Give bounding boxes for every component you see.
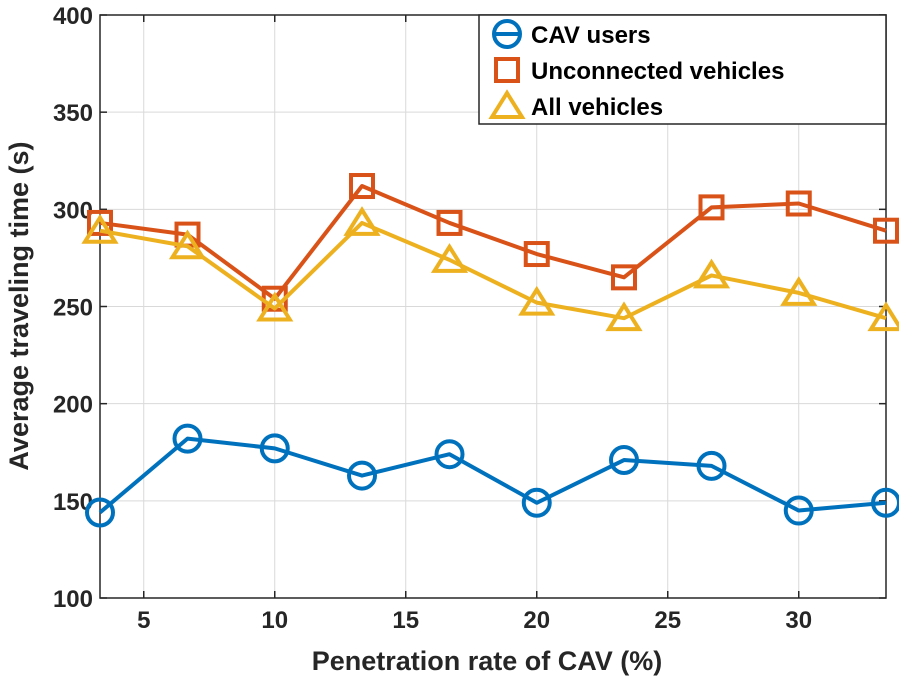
legend-marker-unconnected-vehicles [494, 57, 520, 83]
legend-label-unconnected-vehicles: Unconnected vehicles [531, 58, 784, 85]
data-point-cav-users [783, 495, 814, 526]
data-point-all-vehicles [605, 301, 643, 332]
data-point-all-vehicles [518, 285, 556, 316]
legend-marker-all-vehicles [488, 89, 526, 119]
data-point-unconnected-vehicles [785, 190, 812, 217]
data-point-cav-users [609, 445, 639, 476]
data-point-unconnected-vehicles [87, 209, 113, 236]
data-point-all-vehicles [430, 243, 469, 273]
x-tick-label: 10 [261, 607, 288, 634]
y-tick-label: 250 [53, 295, 93, 322]
legend-label-all-vehicles: All vehicles [531, 94, 663, 121]
series-layer [81, 173, 899, 528]
data-point-cav-users [521, 487, 552, 518]
data-point-all-vehicles [867, 301, 899, 332]
x-axis-label: Penetration rate of CAV (%) [312, 646, 663, 676]
data-point-unconnected-vehicles [349, 173, 375, 200]
data-point-unconnected-vehicles [698, 194, 725, 221]
data-point-all-vehicles [256, 291, 294, 322]
x-axis-ticks: 5 10 15 20 25 30 [137, 15, 812, 634]
legend-item-cav-users: CAV users [492, 19, 651, 49]
x-tick-label: 20 [523, 607, 550, 634]
y-tick-label: 400 [53, 3, 93, 30]
series-cav-users [85, 423, 899, 528]
data-point-all-vehicles [343, 206, 381, 236]
legend-label-cav-users: CAV users [531, 22, 651, 49]
data-point-all-vehicles [168, 229, 207, 260]
data-point-all-vehicles [81, 213, 119, 244]
data-point-cav-users [347, 460, 377, 491]
y-tick-label: 300 [53, 197, 93, 224]
y-axis-label: Average traveling time (s) [4, 141, 34, 470]
series-line-unconnected-vehicles [99, 184, 887, 301]
legend-item-unconnected-vehicles: Unconnected vehicles [494, 57, 784, 85]
data-point-unconnected-vehicles [873, 217, 899, 244]
series-all-vehicles [81, 206, 899, 332]
x-tick-label: 5 [137, 607, 150, 634]
y-tick-label: 200 [53, 392, 93, 419]
data-point-all-vehicles [780, 276, 818, 306]
y-tick-label: 100 [53, 586, 93, 613]
data-point-cav-users [434, 439, 465, 470]
data-point-all-vehicles [692, 258, 731, 289]
series-line-cav-users [98, 436, 887, 515]
legend-item-all-vehicles: All vehicles [488, 89, 663, 121]
legend: CAV users Unconnected vehicles All vehicle… [478, 14, 887, 125]
x-tick-label: 25 [654, 607, 681, 634]
data-point-cav-users [85, 497, 115, 528]
x-tick-label: 30 [785, 607, 812, 634]
series-line-all-vehicles [99, 220, 887, 321]
data-point-unconnected-vehicles [611, 264, 637, 291]
data-point-cav-users [172, 423, 203, 454]
data-point-unconnected-vehicles [436, 209, 463, 236]
y-tick-label: 350 [53, 100, 93, 127]
data-point-cav-users [696, 450, 727, 481]
legend-box [478, 14, 887, 125]
data-point-cav-users [259, 433, 290, 464]
data-point-cav-users [871, 487, 899, 518]
x-tick-label: 15 [392, 607, 419, 634]
data-point-unconnected-vehicles [523, 241, 550, 268]
